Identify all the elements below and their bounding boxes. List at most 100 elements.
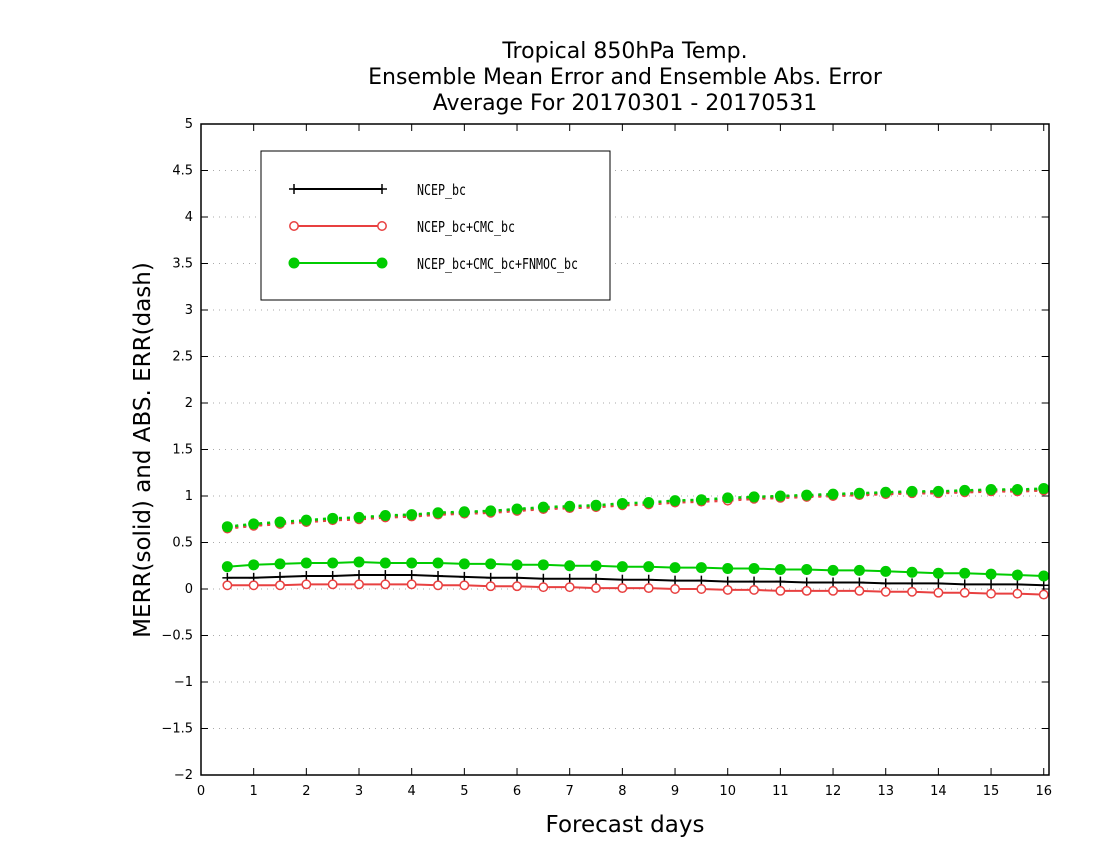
series-ncep-bc-cmc-bc-fnmoc-bc-abs-err-point [616,497,628,509]
series-ncep-bc-cmc-bc-merr-point [512,581,522,592]
series-ncep-bc-cmc-bc-fnmoc-bc-merr-point [853,564,865,576]
legend-marker-start-2 [288,257,300,269]
series-ncep-bc-cmc-bc-fnmoc-bc-merr-point [248,559,260,571]
series-ncep-bc-cmc-bc-merr-point [538,582,549,593]
series-ncep-bc-cmc-bc-fnmoc-bc-abs-err-point [774,490,786,502]
series-ncep-bc-cmc-bc-fnmoc-bc-abs-err-point [248,518,260,530]
series-ncep-bc-merr-point [643,574,654,585]
series-ncep-bc-cmc-bc-merr-point [406,579,417,590]
series-ncep-bc-cmc-bc-fnmoc-bc-abs-err-point [906,485,918,497]
series-ncep-bc-cmc-bc-fnmoc-bc-abs-err-point [1038,483,1050,495]
series-ncep-bc-cmc-bc-merr-point [433,580,443,591]
series-ncep-bc-cmc-bc-merr-point [696,584,707,594]
series-ncep-bc-cmc-bc-fnmoc-bc-merr-point [379,557,391,569]
series-ncep-bc-cmc-bc-fnmoc-bc-merr-line [227,560,1044,577]
y-tick-label: 0 [185,582,193,597]
series-ncep-bc-merr-point [749,576,760,587]
y-tick-label: 5 [185,117,193,132]
chart-title: Tropical 850hPa Temp. Ensemble Mean Erro… [368,39,883,116]
legend-marker-end-0 [377,184,387,194]
series-ncep-bc-merr-point [512,572,523,583]
series-ncep-bc-cmc-bc-fnmoc-bc-abs-err-point [827,488,839,500]
series-ncep-bc-cmc-bc-merr-point [485,581,496,592]
series-ncep-bc-cmc-bc-fnmoc-bc-merr-point [880,565,892,577]
x-tick-label: 14 [930,784,947,799]
series-ncep-bc-merr-point [538,573,549,584]
series-ncep-bc-cmc-bc-fnmoc-bc-abs-err-point [959,484,971,496]
series-ncep-bc-merr-point [933,578,944,589]
x-tick-label: 5 [460,784,468,799]
series-ncep-bc-cmc-bc-merr-point [222,580,233,591]
series-ncep-bc-cmc-bc-fnmoc-bc-merr-point [537,559,549,571]
series-ncep-bc-cmc-bc-merr-point [933,587,944,598]
series-ncep-bc-cmc-bc-merr-point [380,579,391,590]
series-ncep-bc-cmc-bc-fnmoc-bc-abs-err-point [537,501,549,513]
series-ncep-bc-cmc-bc-merr-point [722,584,733,595]
series-ncep-bc-cmc-bc-fnmoc-bc-abs-err-point [801,489,813,501]
series-ncep-bc-cmc-bc-fnmoc-bc-merr-point [827,564,839,576]
series-ncep-bc-cmc-bc-merr-point [854,585,865,596]
series-ncep-bc-cmc-bc-merr-point [591,583,601,594]
series-ncep-bc-cmc-bc-fnmoc-bc-merr-point [1038,570,1050,582]
series-ncep-bc-cmc-bc-fnmoc-bc-merr-point [300,557,312,569]
series-ncep-bc-merr-point [275,571,286,582]
series-layer [221,483,1050,600]
series-ncep-bc-cmc-bc-fnmoc-bc-abs-err-point [564,500,576,512]
series-ncep-bc-cmc-bc-fnmoc-bc-abs-err-line [227,487,1044,528]
y-tick-label: 0.5 [172,536,193,551]
series-ncep-bc-cmc-bc-fnmoc-bc-abs-err-point [985,483,997,495]
x-tick-label: 6 [513,784,521,799]
series-ncep-bc-cmc-bc-fnmoc-bc-merr-point [669,562,681,574]
series-ncep-bc-merr-point [828,577,839,588]
series-ncep-bc-merr-point [775,576,786,587]
series-ncep-bc-merr-point [1012,579,1023,590]
y-tick-label: 3.5 [172,257,193,272]
series-ncep-bc-merr-point [854,577,865,588]
series-ncep-bc-cmc-bc-fnmoc-bc-abs-err-point [274,516,286,528]
title-line-2: Ensemble Mean Error and Ensemble Abs. Er… [368,65,883,90]
x-tick-label: 16 [1035,784,1052,799]
x-tick-label: 11 [772,784,789,799]
y-tick-label: −1 [174,675,193,690]
series-ncep-bc-cmc-bc-fnmoc-bc-abs-err-point [695,494,707,506]
legend-marker-start-1 [289,221,299,231]
series-ncep-bc-cmc-bc-merr-point [775,585,786,596]
series-ncep-bc-merr-point [696,575,707,586]
series-ncep-bc-cmc-bc-fnmoc-bc-abs-err-point [221,521,233,533]
series-ncep-bc-cmc-bc-fnmoc-bc-merr-point [1011,569,1023,581]
series-ncep-bc-merr-point [907,578,918,589]
series-ncep-bc-cmc-bc-fnmoc-bc-merr-point [590,560,602,572]
series-ncep-bc-cmc-bc-fnmoc-bc-merr-point [221,561,233,573]
series-ncep-bc-cmc-bc-fnmoc-bc-abs-err-point [932,485,944,497]
series-ncep-bc-cmc-bc-fnmoc-bc-merr-point [327,557,339,569]
series-ncep-bc-merr-point [327,570,338,581]
y-axis-label: MERR(solid) and ABS. ERR(dash) [130,262,156,638]
series-ncep-bc-cmc-bc-fnmoc-bc-merr-point [932,567,944,579]
series-ncep-bc-cmc-bc-merr-point [801,585,812,596]
series-ncep-bc-cmc-bc-merr-point [880,586,891,597]
series-ncep-bc-merr-point [591,573,602,584]
y-tick-label: 1.5 [172,443,193,458]
series-ncep-bc-merr-point [459,571,470,582]
series-ncep-bc-cmc-bc-fnmoc-bc-abs-err-point [406,509,418,521]
series-ncep-bc-cmc-bc-fnmoc-bc-abs-err-point [485,505,497,517]
x-tick-label: 10 [719,784,736,799]
series-ncep-bc-cmc-bc-fnmoc-bc-abs-err-point [353,511,365,523]
series-ncep-bc-cmc-bc-fnmoc-bc-merr-point [959,567,971,579]
x-tick-label: 12 [825,784,842,799]
series-ncep-bc-cmc-bc-merr-point [749,584,759,595]
series-ncep-bc-merr-point [880,578,891,589]
y-tick-label: 1 [185,489,193,504]
series-ncep-bc-cmc-bc-fnmoc-bc-merr-point [748,563,760,575]
series-ncep-bc-cmc-bc-fnmoc-bc-abs-err-point [432,507,444,519]
series-ncep-bc-merr-point [959,579,970,590]
series-ncep-bc-cmc-bc-merr-point [327,579,338,590]
x-tick-label: 1 [250,784,258,799]
x-tick-label: 7 [566,784,574,799]
series-ncep-bc-cmc-bc-merr-point [248,580,259,591]
series-ncep-bc-cmc-bc-merr-point [670,584,680,594]
title-line-3: Average For 20170301 - 20170531 [433,91,818,116]
series-ncep-bc-cmc-bc-fnmoc-bc-merr-point [564,560,576,572]
legend: NCEP_bc NCEP_bc+CMC_bc NCEP_bc+CMC_bc+FNMO… [260,150,611,301]
series-ncep-bc-cmc-bc-fnmoc-bc-abs-err-point [1011,483,1023,495]
